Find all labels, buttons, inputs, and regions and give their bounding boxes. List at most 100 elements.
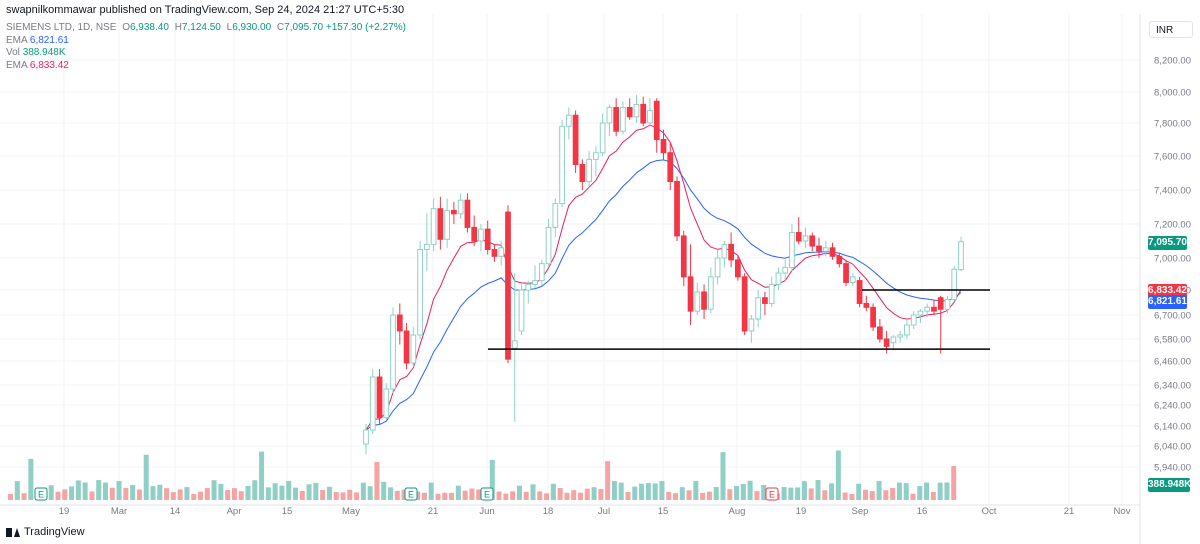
volume-bar (238, 491, 244, 500)
candle-body (633, 103, 640, 118)
currency-button[interactable]: INR (1149, 21, 1193, 38)
candle-body (640, 103, 647, 124)
y-tick-label: 6,700.00 (1154, 311, 1191, 322)
candle-body (552, 203, 559, 228)
volume-bar (306, 484, 312, 500)
volume-bar (150, 486, 156, 500)
candle-body (390, 314, 396, 390)
candle-body (559, 125, 565, 205)
candle-body (532, 280, 538, 285)
volume-bar (354, 492, 360, 500)
x-tick-label: 18 (543, 506, 554, 517)
candle-body (437, 208, 444, 240)
volume-bar (754, 491, 760, 500)
volume-row[interactable]: Vol 388.948K (6, 47, 406, 60)
volume-bar (734, 485, 740, 500)
ema-slow-row[interactable]: EMA 6,833.42 (6, 60, 406, 73)
close-value: 7,095.70 (284, 22, 324, 33)
volume-bar (564, 492, 570, 500)
volume-bar (272, 483, 278, 500)
volume-bar (700, 492, 706, 500)
volume-bar (659, 481, 665, 500)
tradingview-logo-icon (6, 527, 20, 537)
candle-body (775, 272, 782, 285)
volume-bar (415, 491, 421, 500)
volume-bar (639, 483, 645, 500)
candle-body (464, 199, 471, 228)
volume-bar (225, 490, 231, 500)
volume-bar (69, 486, 75, 500)
volume-bar (815, 480, 821, 500)
volume-bar (28, 458, 34, 500)
volume-bar (360, 482, 366, 500)
candle-body (484, 228, 491, 251)
earnings-marker-label: E (769, 490, 775, 500)
volume-bar (286, 480, 292, 500)
volume-bar (374, 461, 380, 500)
legend: SIEMENS LTD, 1D, NSE O6,938.40 H7,124.50… (6, 22, 406, 72)
volume-bar (82, 482, 88, 500)
symbol-label: SIEMENS LTD, 1D, NSE (6, 22, 117, 33)
x-tick-label: 14 (170, 506, 181, 517)
candle-body (876, 326, 883, 340)
volume-value: 388.948K (22, 47, 66, 58)
volume-bar (618, 482, 624, 500)
x-tick-label: 21 (1064, 506, 1075, 517)
tradingview-brand[interactable]: TradingView (6, 526, 85, 538)
candle-body (829, 247, 836, 257)
volume-bar (103, 482, 108, 500)
low-value: 6,930.00 (232, 22, 272, 33)
volume-bar (503, 493, 509, 500)
candle-body (538, 263, 545, 282)
volume-bar (435, 493, 441, 500)
earnings-marker-label: E (38, 490, 44, 500)
candle-body (505, 211, 511, 360)
candle-body (511, 340, 518, 349)
candle-body (491, 249, 498, 257)
candle-body (660, 139, 667, 154)
y-tick-label: 8,000.00 (1154, 88, 1191, 99)
volume-bar (462, 490, 468, 500)
volume-bar (381, 481, 387, 500)
volume-bar (510, 491, 516, 500)
ema-fast-row[interactable]: EMA 6,821.61 (6, 35, 406, 48)
publisher-line: swapnilkommawar published on TradingView… (6, 4, 405, 16)
x-tick-label: Aug (729, 506, 746, 517)
volume-bar (75, 480, 81, 500)
candle-body (748, 318, 755, 332)
candle-body (951, 268, 958, 301)
earnings-marker (765, 487, 779, 501)
volume-bar (89, 491, 95, 500)
candle-body (836, 255, 843, 265)
volume-bar (598, 488, 604, 500)
volume-bar (130, 484, 136, 500)
volume-bar (761, 485, 767, 500)
volume-bar (313, 482, 319, 500)
candle-body (478, 228, 484, 242)
volume-bar (340, 492, 346, 500)
volume-bar (835, 450, 841, 500)
candle-body (599, 122, 606, 154)
volume-bar (401, 489, 407, 500)
y-tick-label: 6,580.00 (1154, 335, 1191, 346)
volume-bar (869, 491, 875, 500)
volume-bar (320, 490, 326, 500)
volume-bar (673, 493, 678, 500)
volume-bar (428, 482, 434, 500)
volume-bar (578, 492, 583, 500)
y-tick-label: 6,460.00 (1154, 357, 1191, 368)
candle-body (816, 245, 822, 252)
volume-bar (713, 487, 719, 500)
ema-fast-badge: 6,821.61 (1148, 295, 1187, 309)
candle-body (417, 249, 423, 336)
volume-bar (394, 490, 400, 500)
high-key: H (174, 22, 182, 33)
volume-bar (951, 466, 957, 500)
candle-body (802, 235, 809, 242)
ema-fast-label: EMA (6, 34, 28, 46)
earnings-marker (404, 487, 418, 501)
volume-bar (550, 483, 556, 500)
volume-bar (293, 487, 298, 500)
volume-bar (910, 493, 916, 500)
